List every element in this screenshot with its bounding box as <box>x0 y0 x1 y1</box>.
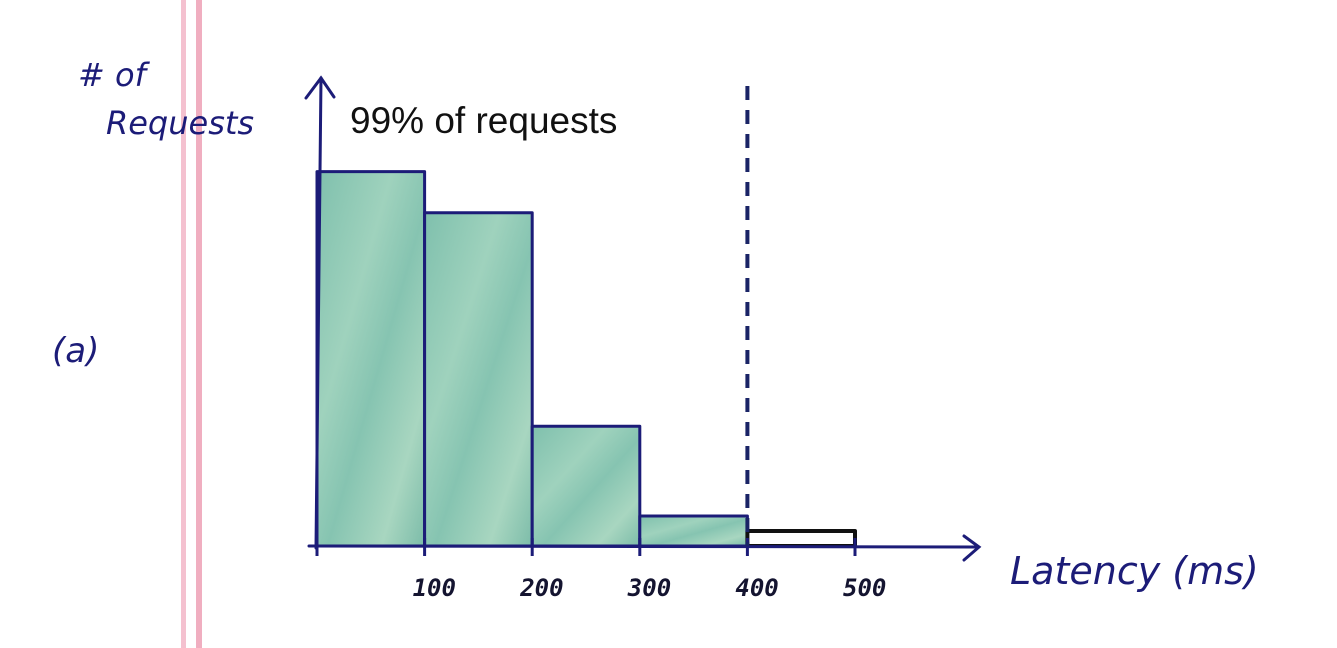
x-tick-label: 400 <box>735 574 778 602</box>
x-axis-arrowhead <box>962 534 982 562</box>
histogram-bar <box>638 514 749 548</box>
bars-group <box>315 170 858 548</box>
histogram-bar <box>423 211 534 548</box>
y-axis-label: # of Requests <box>78 56 254 142</box>
x-tick-label: 100 <box>413 574 456 602</box>
x-axis-label: Latency (ms) <box>1010 549 1259 593</box>
histogram-bar <box>315 170 427 548</box>
x-tick-label: 200 <box>519 574 563 602</box>
x-tick-label: 500 <box>843 574 886 602</box>
y-axis-arrowhead <box>304 75 336 100</box>
margin-rule-left <box>181 0 186 648</box>
histogram-bar <box>530 424 642 548</box>
x-tick-label: 300 <box>627 574 671 602</box>
margin-rule-right <box>196 0 202 648</box>
axes <box>304 75 982 562</box>
x-axis <box>307 544 980 549</box>
x-ticks-group: 100 200 300 400 500 <box>315 538 886 602</box>
panel-label: (a) <box>52 331 99 371</box>
histogram-bar <box>745 529 858 548</box>
y-axis <box>314 76 323 550</box>
threshold-label: 99% of requests <box>350 100 617 141</box>
